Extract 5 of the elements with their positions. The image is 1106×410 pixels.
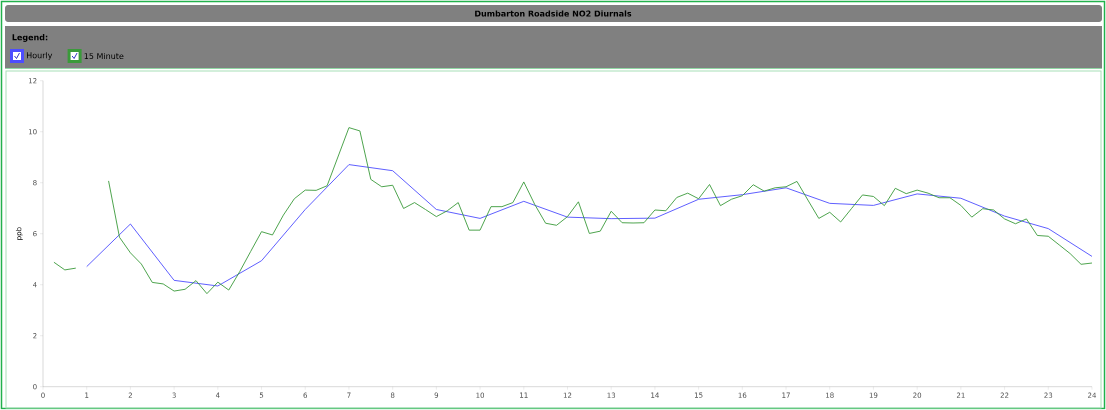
line-series (86, 164, 1093, 287)
legend-title: Legend: (12, 34, 48, 42)
legend-label: Hourly (26, 52, 53, 60)
chart-title: Dumbarton Roadside NO2 Diurnals (475, 10, 632, 17)
legend-label: 15 Minute (84, 52, 124, 60)
